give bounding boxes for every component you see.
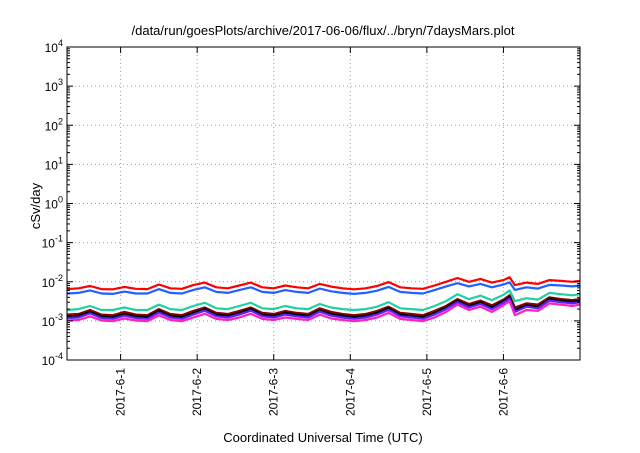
series-layer <box>66 276 581 323</box>
series-line-5 <box>66 295 581 319</box>
series-line-1 <box>66 276 581 291</box>
y-tick-label: 100 <box>45 195 63 212</box>
y-tick-label: 10-4 <box>42 351 63 368</box>
y-tick-label: 103 <box>45 77 63 94</box>
grid-layer <box>67 47 580 360</box>
y-tick-label: 101 <box>45 155 63 172</box>
x-tick-label: 2017-6-6 <box>496 368 510 416</box>
series-line-2 <box>66 281 581 295</box>
y-tick-label: 102 <box>45 116 63 133</box>
series-line-3 <box>66 289 581 312</box>
series-line-7 <box>66 300 581 323</box>
y-tick-label: 10-3 <box>42 312 63 329</box>
x-tick-label: 2017-6-2 <box>190 368 204 416</box>
x-tick-label: 2017-6-4 <box>343 368 357 416</box>
x-axis-label: Coordinated Universal Time (UTC) <box>223 430 422 445</box>
series-line-4 <box>66 294 581 317</box>
y-tick-label: 10-2 <box>42 273 63 290</box>
y-axis-label: cSv/day <box>28 182 43 229</box>
chart-title: /data/run/goesPlots/archive/2017-06-06/f… <box>132 23 515 38</box>
x-tick-label: 2017-6-3 <box>267 368 281 416</box>
y-tick-label: 10-1 <box>42 234 63 251</box>
series-line-6 <box>66 297 581 320</box>
axis-layer: 10-4 10-3 10-2 10-1 100 101 102 103 104 2017-6-1 2… <box>42 38 581 416</box>
plot-frame <box>66 46 581 361</box>
x-tick-label: 2017-6-1 <box>114 368 128 416</box>
x-tick-label: 2017-6-5 <box>420 368 434 416</box>
y-tick-label: 104 <box>45 38 63 55</box>
